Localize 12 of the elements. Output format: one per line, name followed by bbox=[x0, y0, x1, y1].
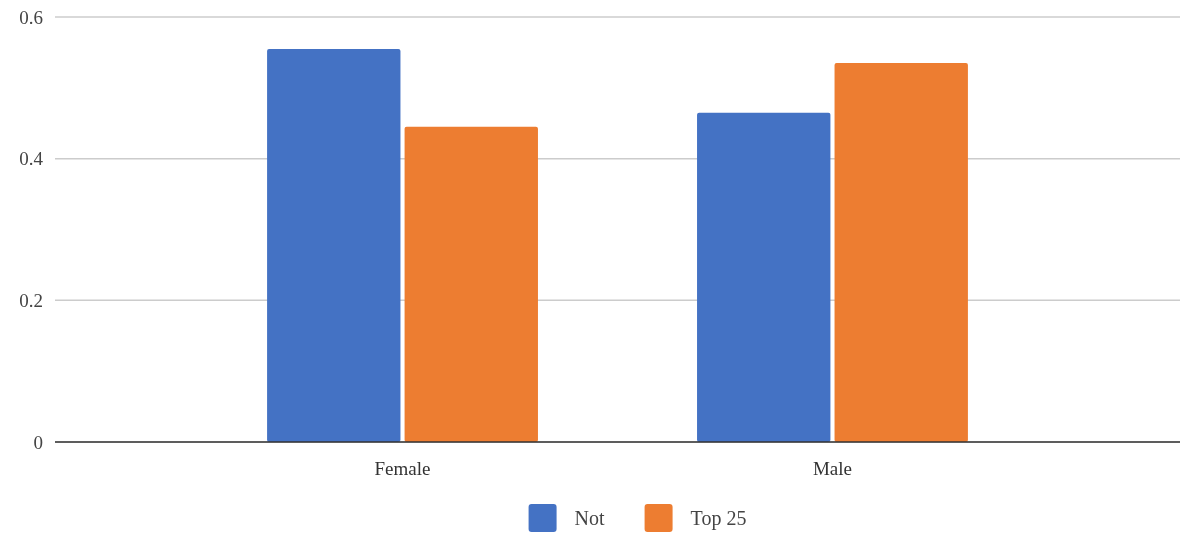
bar bbox=[834, 63, 968, 442]
x-tick-label: Female bbox=[374, 458, 431, 480]
x-tick-label: Male bbox=[812, 458, 852, 480]
bar bbox=[404, 126, 538, 442]
legend-label: Not bbox=[574, 507, 606, 529]
y-tick-label: 0.2 bbox=[19, 289, 43, 311]
bar bbox=[697, 112, 831, 442]
y-tick-label: 0.4 bbox=[19, 148, 44, 170]
legend-label: Top 25 bbox=[690, 507, 747, 530]
y-tick-label: 0 bbox=[33, 431, 43, 453]
bar bbox=[267, 48, 401, 442]
y-tick-label: 0.6 bbox=[19, 6, 43, 28]
